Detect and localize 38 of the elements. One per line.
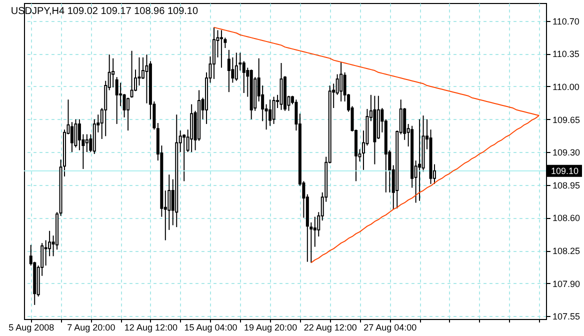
candlestick: [130, 50, 134, 98]
candlestick: [340, 62, 343, 102]
y-tick-label: 107.55: [552, 312, 580, 322]
x-tick-label: 15 Aug 04:00: [184, 322, 238, 332]
y-tick-label: 109.30: [552, 148, 580, 158]
candlestick: [182, 134, 186, 182]
candlestick: [85, 134, 88, 153]
y-tick-label: 108.25: [552, 246, 580, 256]
candlestick: [313, 216, 316, 248]
x-tick-label: 12 Aug 12:00: [124, 322, 178, 332]
candlestick: [268, 99, 272, 126]
candlestick: [220, 30, 223, 68]
candlestick: [70, 122, 74, 153]
candlestick: [145, 54, 148, 104]
y-tick-label: 109.65: [552, 114, 580, 125]
x-tick-label: 19 Aug 20:00: [244, 322, 298, 332]
candlestick: [112, 58, 115, 88]
y-tick-label: 108.95: [552, 180, 580, 190]
candlestick: [227, 49, 230, 93]
candlestick: [242, 60, 246, 94]
x-tick-label: 7 Aug 20:00: [67, 322, 116, 332]
candlestick: [418, 118, 422, 202]
y-tick-label: 110.70: [552, 16, 580, 26]
x-tick-label: 22 Aug 12:00: [304, 322, 357, 332]
candlestick: [44, 240, 48, 266]
candlestick: [119, 82, 122, 107]
y-tick-label: 108.60: [552, 213, 580, 224]
y-tick-label: 110.35: [552, 49, 580, 60]
y-tick-label: 107.90: [552, 278, 580, 289]
candlestick: [234, 52, 238, 82]
y-tick-label: 110.00: [552, 82, 580, 92]
candlestick: [115, 76, 118, 124]
candlestick: [126, 97, 130, 132]
candlestick: [272, 96, 276, 124]
x-tick-label: 27 Aug 04:00: [364, 322, 417, 332]
candlestick: [74, 118, 78, 148]
x-tick-label: 5 Aug 2008: [8, 322, 54, 332]
ref-line-label: 109.10: [551, 166, 579, 176]
